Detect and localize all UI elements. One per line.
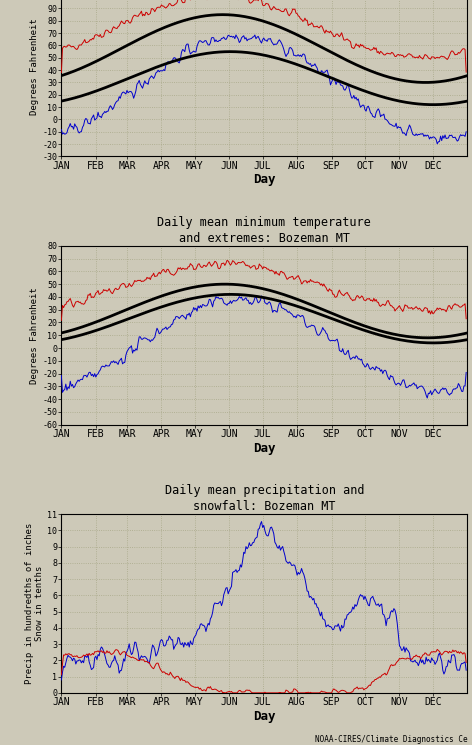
X-axis label: Day: Day: [253, 174, 276, 186]
X-axis label: Day: Day: [253, 710, 276, 723]
Title: Daily mean minimum temperature
and extremes: Bozeman MT: Daily mean minimum temperature and extre…: [158, 216, 371, 244]
Text: NOAA-CIRES/Climate Diagnostics Ce: NOAA-CIRES/Climate Diagnostics Ce: [315, 735, 467, 744]
Y-axis label: Degrees Fahrenheit: Degrees Fahrenheit: [30, 287, 40, 384]
Y-axis label: Precip in hundredths of inches
Snow in tenths: Precip in hundredths of inches Snow in t…: [25, 523, 44, 684]
Y-axis label: Degrees Fahrenheit: Degrees Fahrenheit: [30, 19, 40, 115]
Title: Daily mean precipitation and
snowfall: Bozeman MT: Daily mean precipitation and snowfall: B…: [165, 484, 364, 513]
X-axis label: Day: Day: [253, 442, 276, 454]
